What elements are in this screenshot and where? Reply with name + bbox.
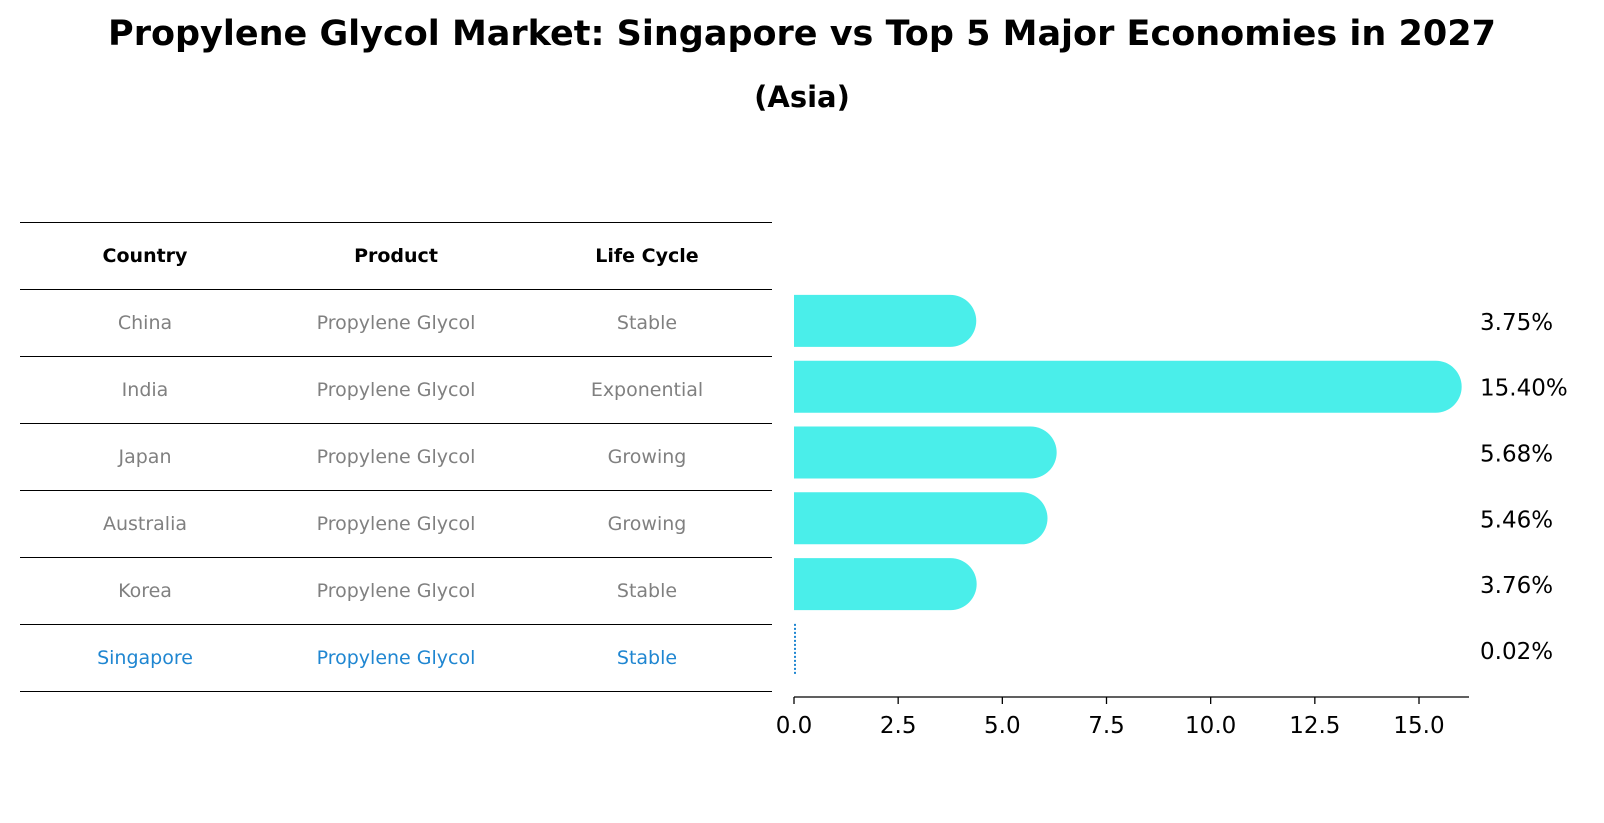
value-label-china: 3.75% <box>1480 310 1553 336</box>
life-cycle-cell: Growing <box>607 513 687 535</box>
x-tick-label: 12.5 <box>1289 713 1340 739</box>
value-label-australia: 5.46% <box>1480 507 1553 533</box>
value-label-japan: 5.68% <box>1480 442 1553 468</box>
product-cell: Propylene Glycol <box>316 513 476 535</box>
market-table: Country Product Life Cycle China Propyle… <box>20 222 772 692</box>
product-cell: Propylene Glycol <box>316 446 476 468</box>
bar-china <box>794 294 977 347</box>
country-cell: China <box>117 312 173 334</box>
bar-japan <box>794 426 1057 479</box>
product-cell: Propylene Glycol <box>316 312 476 334</box>
table-row: China Propylene Glycol Stable <box>20 289 772 356</box>
country-cell: Japan <box>118 446 172 468</box>
value-label-korea: 3.76% <box>1480 573 1553 599</box>
header-country: Country <box>102 245 188 267</box>
x-tick-label: 5.0 <box>984 713 1021 739</box>
country-cell: Singapore <box>97 647 193 669</box>
life-cycle-cell: Stable <box>616 580 678 602</box>
x-tick-label: 10.0 <box>1185 713 1236 739</box>
life-cycle-cell: Growing <box>607 446 687 468</box>
table-row: Australia Propylene Glycol Growing <box>20 490 772 557</box>
table-row: Japan Propylene Glycol Growing <box>20 423 772 490</box>
product-cell: Propylene Glycol <box>316 379 476 401</box>
table-row-highlight: Singapore Propylene Glycol Stable <box>20 624 772 692</box>
bar-korea <box>794 558 977 611</box>
header-product: Product <box>354 245 438 267</box>
x-tick-label: 2.5 <box>880 713 917 739</box>
table-row: Korea Propylene Glycol Stable <box>20 557 772 624</box>
value-label-singapore: 0.02% <box>1480 639 1553 665</box>
country-cell: Australia <box>102 513 188 535</box>
x-tick-label: 0.0 <box>776 713 813 739</box>
x-tick-label: 15.0 <box>1393 713 1444 739</box>
bar-australia <box>794 492 1048 545</box>
country-cell: India <box>121 379 169 401</box>
life-cycle-cell: Stable <box>616 312 678 334</box>
chart-subtitle: (Asia) <box>754 80 850 114</box>
table-header-row: Country Product Life Cycle <box>20 222 772 289</box>
header-life-cycle: Life Cycle <box>595 245 699 267</box>
product-cell: Propylene Glycol <box>316 580 476 602</box>
bar-india <box>794 360 1462 413</box>
table-row: India Propylene Glycol Exponential <box>20 356 772 423</box>
chart-title: Propylene Glycol Market: Singapore vs To… <box>108 14 1496 54</box>
life-cycle-cell: Exponential <box>590 379 704 401</box>
value-label-india: 15.40% <box>1480 376 1568 402</box>
country-cell: Korea <box>118 580 172 602</box>
product-cell: Propylene Glycol <box>316 647 476 669</box>
x-tick-label: 7.5 <box>1088 713 1125 739</box>
life-cycle-cell: Stable <box>616 647 678 669</box>
